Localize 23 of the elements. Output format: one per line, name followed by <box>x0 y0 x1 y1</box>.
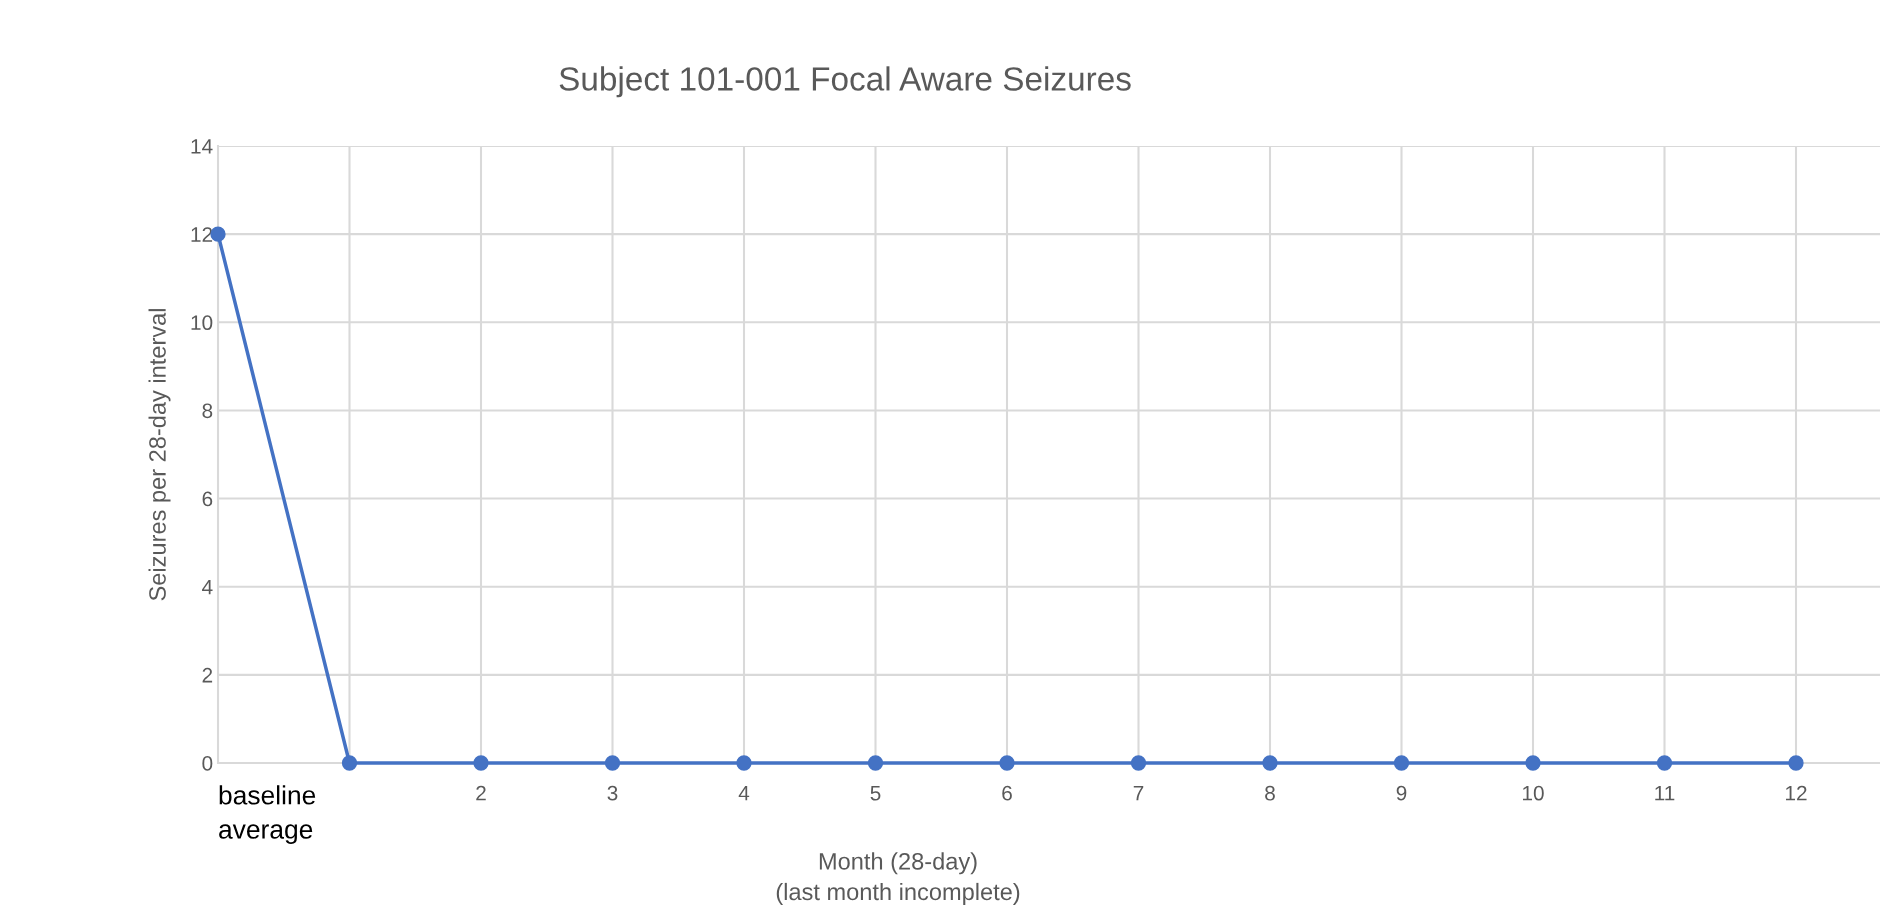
x-tick-label: baseline average <box>219 785 316 844</box>
y-tick-label: 12 <box>191 227 213 242</box>
x-tick-label: 7 <box>1133 785 1144 801</box>
y-tick-label: 6 <box>202 491 213 507</box>
x-tick-label: 2 <box>476 785 486 801</box>
x-tick-label: 5 <box>870 785 881 801</box>
x-tick-label: 3 <box>607 785 618 801</box>
y-tick-label: 0 <box>202 756 213 771</box>
chart-title: Subject 101-001 Focal Aware Seizures <box>559 66 1131 98</box>
y-axis-title: Seizures per 28-day interval <box>148 309 171 601</box>
y-tick-label: 4 <box>202 579 213 595</box>
y-tick-label: 2 <box>202 667 213 683</box>
y-tick-label: 10 <box>191 315 213 331</box>
x-tick-label: 8 <box>1265 785 1275 801</box>
x-tick-label: 10 <box>1523 785 1544 801</box>
x-axis-title: Month (28-day) (last month incomplete) <box>776 852 1020 905</box>
x-tick-label: 6 <box>1002 785 1012 801</box>
x-tick-label: 4 <box>738 785 750 801</box>
x-tick-label: 12 <box>1786 785 1807 801</box>
y-tick-label: 8 <box>202 403 213 419</box>
y-tick-label: 14 <box>191 139 213 154</box>
x-tick-label: 9 <box>1396 785 1407 801</box>
x-tick-label: 11 <box>1655 785 1675 801</box>
